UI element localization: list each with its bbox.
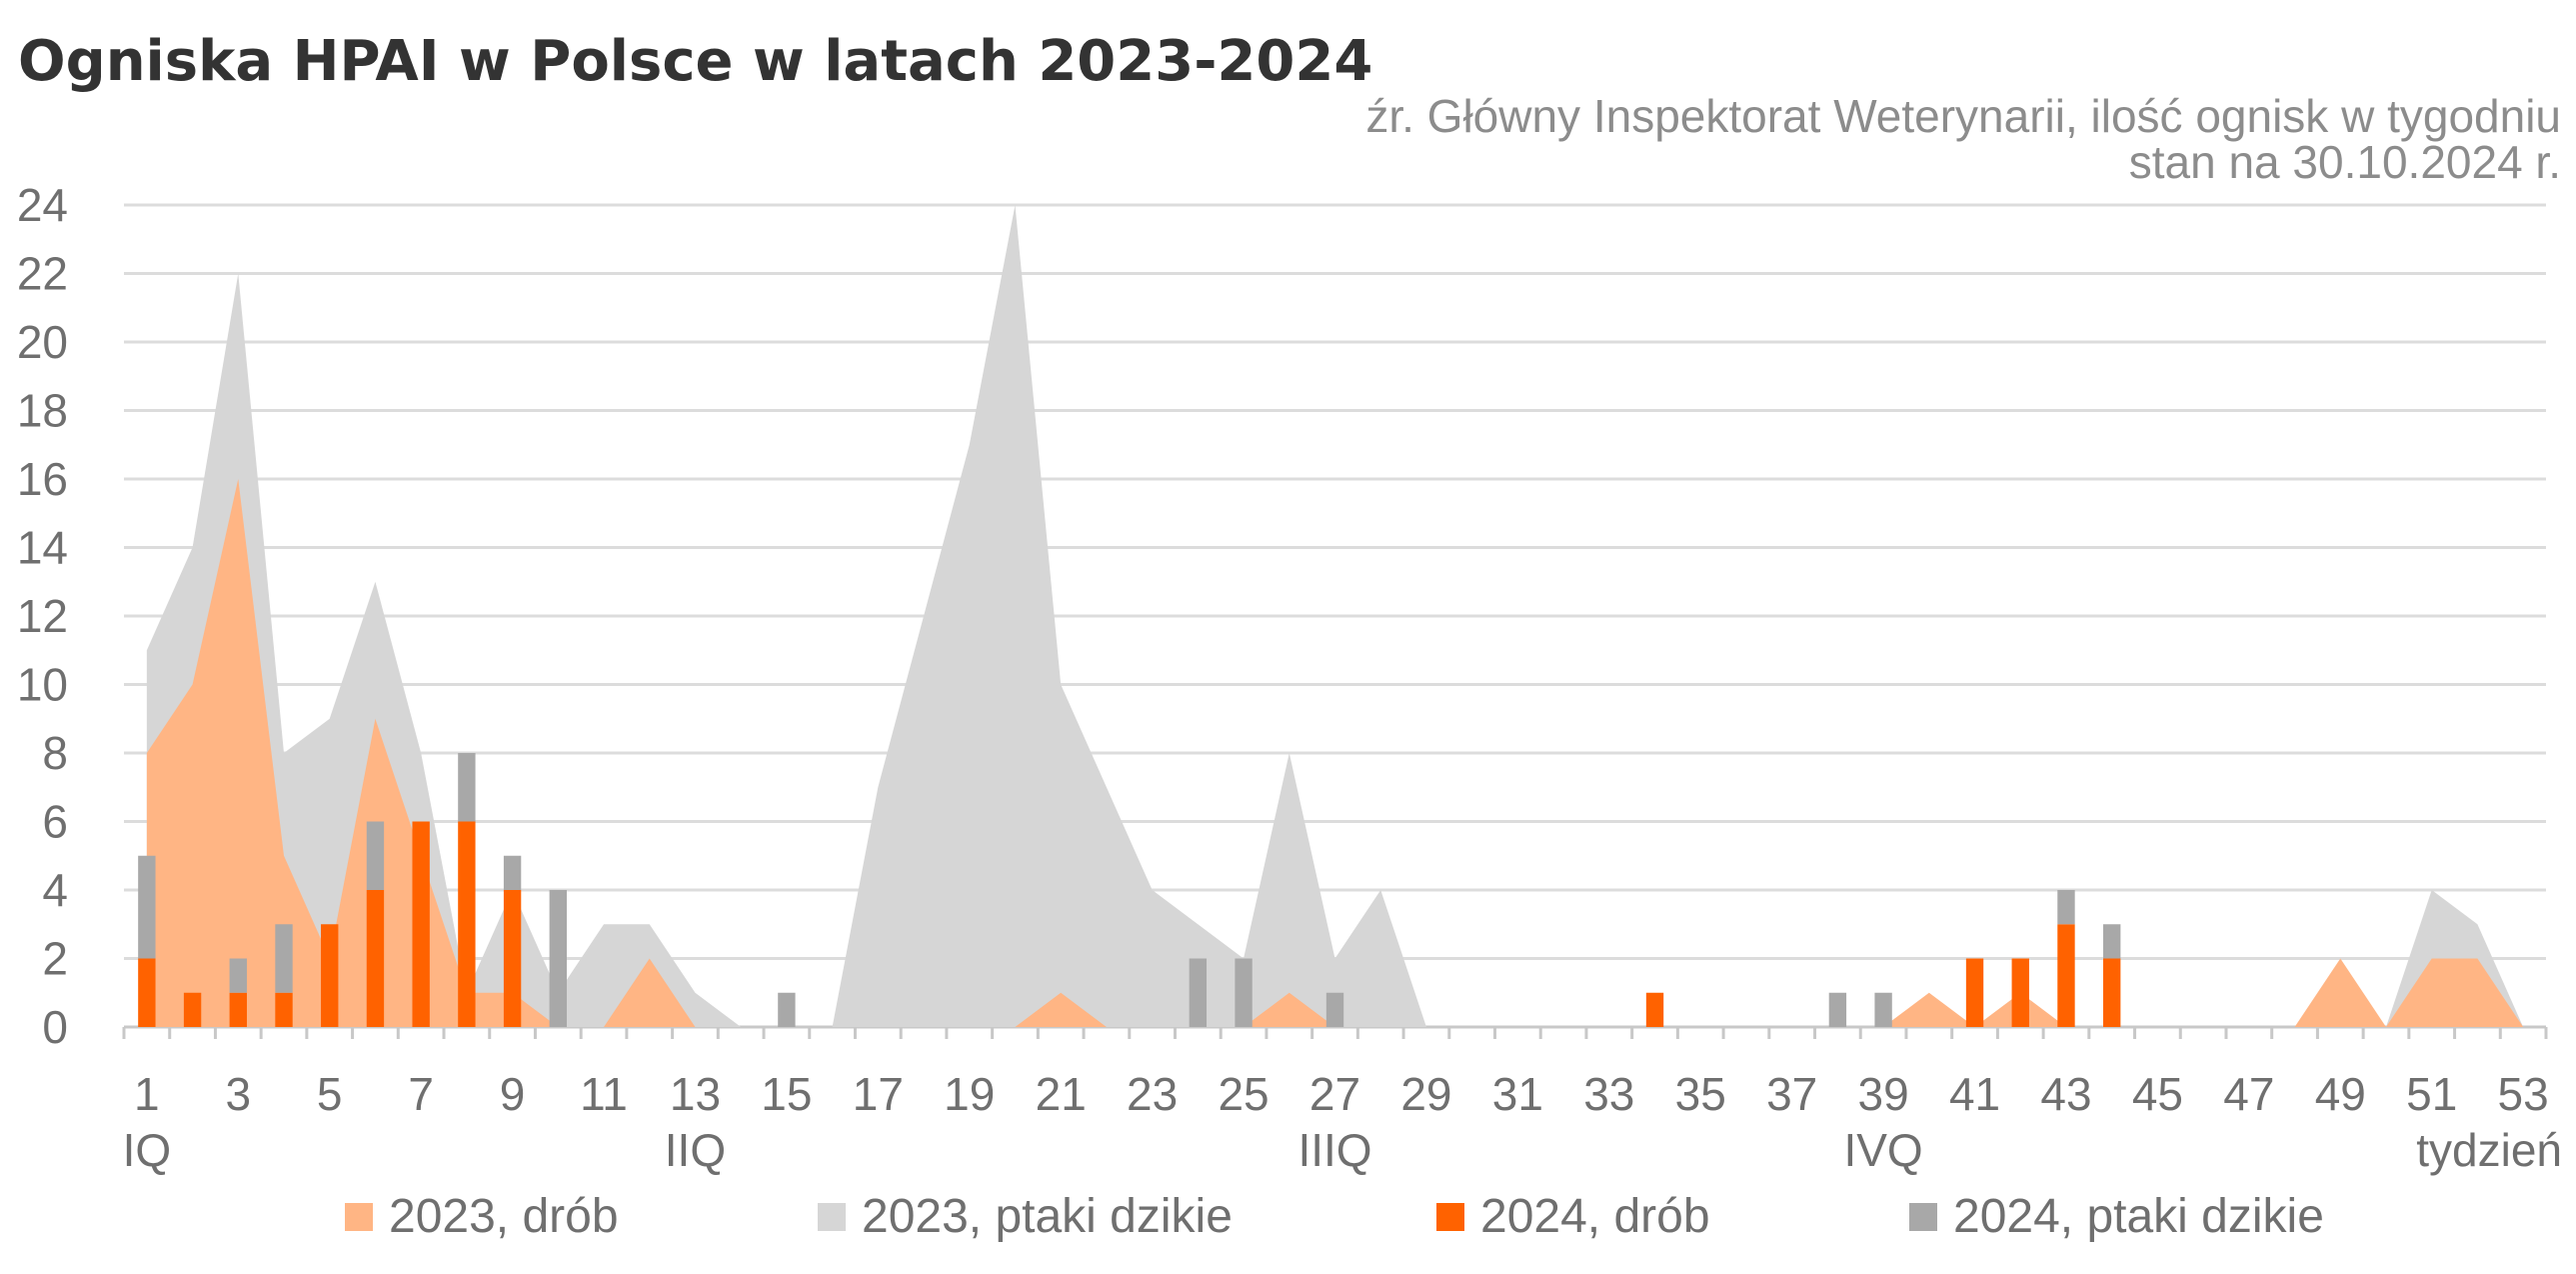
- x-tick-label: 13: [670, 1068, 721, 1120]
- quarter-labels: IQ IIQ IIIQ IVQ: [123, 1124, 1923, 1176]
- bar-2024-drob: [321, 924, 339, 1027]
- bar-2024-ptaki-dzikie: [1874, 992, 1892, 1027]
- x-tick-label: 11: [580, 1068, 628, 1120]
- bar-2024-drob: [2103, 958, 2121, 1027]
- y-tick-label: 14: [17, 522, 68, 574]
- legend-label: 2024, ptaki dzikie: [1953, 1190, 2324, 1243]
- bar-2024-ptaki-dzikie: [549, 890, 567, 1027]
- bar-2024-ptaki-dzikie: [503, 855, 522, 890]
- x-tick-label: 35: [1675, 1068, 1726, 1120]
- chart-title: Ogniska HPAI w Polsce w latach 2023-2024: [18, 29, 1372, 94]
- bar-2024-ptaki-dzikie: [1325, 992, 1344, 1027]
- x-tick-label: 51: [2406, 1068, 2457, 1120]
- x-tick-label: 49: [2315, 1068, 2366, 1120]
- y-tick-label: 16: [17, 453, 68, 505]
- legend-swatch: [1909, 1203, 1937, 1231]
- legend-swatch: [345, 1203, 373, 1231]
- x-tick-label: 15: [761, 1068, 812, 1120]
- bar-2024-ptaki-dzikie: [1235, 958, 1253, 1027]
- y-tick-label: 12: [17, 590, 68, 642]
- x-axis-label: tydzień: [2416, 1124, 2562, 1176]
- y-tick-label: 0: [42, 1001, 68, 1053]
- y-tick-label: 10: [17, 659, 68, 711]
- bar-2024-drob: [503, 890, 522, 1027]
- bar-2024-ptaki-dzikie: [778, 992, 796, 1027]
- legend-swatch: [1436, 1203, 1464, 1231]
- x-tick-label: 29: [1400, 1068, 1451, 1120]
- bar-series: [138, 753, 2121, 1027]
- x-tick-label: 1: [134, 1068, 160, 1120]
- chart-subtitle-date: stan na 30.10.2024 r.: [2129, 136, 2561, 188]
- bar-2024-drob: [1645, 992, 1664, 1027]
- y-tick-label: 2: [42, 933, 68, 985]
- x-tick-label: 53: [2498, 1068, 2549, 1120]
- x-tick-label: 41: [1949, 1068, 2000, 1120]
- bar-2024-drob: [1965, 958, 1984, 1027]
- bar-2024-drob: [366, 890, 385, 1027]
- x-axis-ticks: 1 3 5 7 9 11 13 15 17 19 21 23 25 27 29 31 33 35 37 39 41 43 4…: [122, 1027, 2549, 1120]
- y-tick-label: 24: [17, 179, 68, 231]
- gridlines: [124, 203, 2546, 1029]
- y-tick-label: 6: [42, 796, 68, 848]
- legend-label: 2024, drób: [1480, 1190, 1710, 1243]
- bar-2024-ptaki-dzikie: [458, 753, 476, 822]
- y-tick-label: 18: [17, 385, 68, 437]
- bar-2024-drob: [412, 821, 430, 1027]
- x-tick-label: 17: [853, 1068, 904, 1120]
- x-tick-label: 47: [2223, 1068, 2274, 1120]
- y-tick-label: 22: [17, 248, 68, 300]
- x-tick-label: 31: [1492, 1068, 1543, 1120]
- x-tick-label: 19: [944, 1068, 995, 1120]
- quarter-label: IIIQ: [1297, 1124, 1371, 1176]
- quarter-label: IVQ: [1843, 1124, 1922, 1176]
- area-series: [146, 205, 2524, 1027]
- legend-label: 2023, ptaki dzikie: [862, 1190, 1233, 1243]
- bar-2024-ptaki-dzikie: [275, 924, 293, 993]
- y-tick-label: 8: [42, 727, 68, 779]
- x-tick-label: 27: [1309, 1068, 1360, 1120]
- legend: 2023, drób 2023, ptaki dzikie 2024, drób 20…: [345, 1190, 2324, 1243]
- bar-2024-drob: [183, 992, 202, 1027]
- bar-2024-drob: [2057, 924, 2075, 1027]
- area-2023-drob: [146, 479, 2524, 1027]
- quarter-label: IIQ: [665, 1124, 726, 1176]
- x-tick-label: 43: [2040, 1068, 2091, 1120]
- bar-2024-drob: [2011, 958, 2029, 1027]
- x-tick-label: 21: [1036, 1068, 1087, 1120]
- x-tick-label: 9: [500, 1068, 526, 1120]
- bar-2024-ptaki-dzikie: [229, 958, 247, 993]
- bar-2024-ptaki-dzikie: [1189, 958, 1208, 1027]
- legend-swatch: [818, 1203, 846, 1231]
- bar-2024-drob: [138, 958, 156, 1027]
- bar-2024-ptaki-dzikie: [2103, 924, 2121, 959]
- legend-label: 2023, drób: [389, 1190, 619, 1243]
- chart-subtitle-source: źr. Główny Inspektorat Weterynarii, iloś…: [1365, 90, 2561, 142]
- x-tick-label: 23: [1127, 1068, 1178, 1120]
- bar-2024-ptaki-dzikie: [1828, 992, 1847, 1027]
- y-tick-label: 4: [42, 864, 68, 916]
- bar-2024-ptaki-dzikie: [366, 821, 385, 890]
- x-tick-label: 37: [1766, 1068, 1817, 1120]
- x-tick-label: 33: [1583, 1068, 1634, 1120]
- x-tick-label: 25: [1218, 1068, 1269, 1120]
- bar-2024-drob: [275, 992, 293, 1027]
- y-tick-label: 20: [17, 316, 68, 368]
- x-tick-label: 45: [2132, 1068, 2183, 1120]
- x-tick-label: 39: [1858, 1068, 1909, 1120]
- bar-2024-ptaki-dzikie: [2057, 890, 2075, 925]
- bar-2024-drob: [229, 992, 247, 1027]
- x-tick-label: 3: [225, 1068, 251, 1120]
- quarter-label: IQ: [123, 1124, 172, 1176]
- bar-2024-ptaki-dzikie: [138, 855, 156, 959]
- x-tick-label: 5: [317, 1068, 343, 1120]
- bar-2024-drob: [458, 821, 476, 1027]
- x-tick-label: 7: [408, 1068, 434, 1120]
